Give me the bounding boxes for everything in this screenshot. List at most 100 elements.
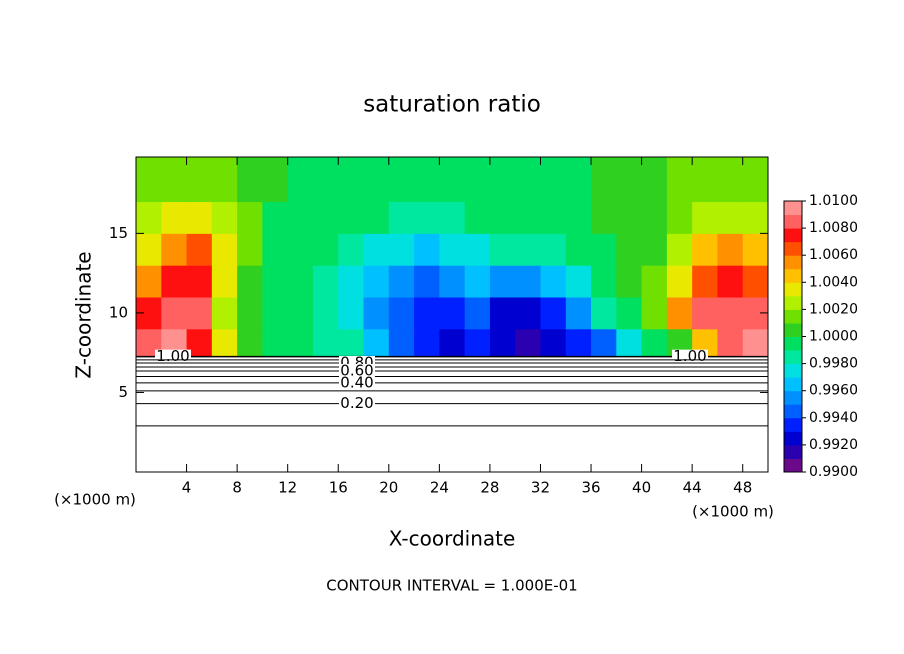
field-cell [591,201,617,234]
field-cell [717,328,744,358]
field-cell [363,201,390,234]
field-cell [439,297,466,330]
field-cell [742,265,769,298]
field-cell [262,157,289,203]
field-cell [464,297,491,330]
colorbar-tick-label: 1.0020 [809,301,858,317]
colorbar-tick-label: 1.0100 [809,193,858,209]
contour-label-bg [339,396,375,411]
colorbar-band [784,295,802,310]
field-cell [616,233,643,266]
field-cell [591,265,617,298]
field-cell [540,297,567,330]
field-cell [439,201,466,234]
x-tick-label: 8 [232,479,242,497]
field-cell [338,233,365,266]
plot-frame [135,156,769,473]
field-cell [616,265,643,298]
field-cell [312,157,339,203]
y-tick-label: 5 [118,383,128,401]
field-cell [616,157,643,203]
colorbar-band [784,363,802,378]
field-cell [439,265,466,298]
field-cell [540,233,567,266]
field-cell [211,328,238,358]
field-cell [565,328,592,358]
colorbar-band [784,431,802,446]
field-cell [540,201,567,234]
field-cell [666,265,693,298]
chart-title: saturation ratio [363,92,541,118]
colorbar-band [784,390,802,405]
field-cell [414,233,440,266]
field-cell [742,157,769,203]
field-cell [540,265,567,298]
field-cell [161,233,188,266]
field-cell [666,297,693,330]
field-cell [489,297,516,330]
field-cell [338,265,365,298]
field-cell [692,297,718,330]
field-cell [464,328,491,358]
field-cell [262,265,289,298]
field-cell [338,201,365,234]
x-tick-label: 24 [430,479,449,497]
field-cell [186,157,213,203]
field-cell [439,328,466,358]
field-cell [388,328,415,358]
field-cell [287,265,314,298]
field-cell [641,233,668,266]
field-cell [591,157,617,203]
field-cell [388,157,415,203]
field-cell [439,233,466,266]
field-cell [262,201,289,234]
field-cell [717,157,744,203]
contour-label: 0.20 [340,394,373,412]
field-cell [565,157,592,203]
field-cell [211,157,238,203]
field-cell [489,201,516,234]
colorbar-tick-label: 0.9920 [809,437,858,453]
field-cell [489,265,516,298]
x-axis-label: X-coordinate [389,527,516,551]
field-cell [742,328,769,358]
field-cell [692,233,718,266]
field-cell [161,265,188,298]
colorbar-band [784,268,802,283]
annotation: CONTOUR INTERVAL = 1.000E-01 [326,577,577,595]
field-cell [489,157,516,203]
y-tick-label: 10 [109,303,128,321]
x-tick-label: 4 [182,479,192,497]
colorbar-tick-label: 0.9960 [809,383,858,399]
colorbar-tick-label: 1.0040 [809,274,858,290]
colorbar-band [784,322,802,337]
y-tick-label: 15 [109,224,128,242]
field-cell [565,233,592,266]
colorbar-band [784,282,802,297]
contour-label: 1.00 [156,347,189,365]
field-cell [540,328,567,358]
colorbar-band [784,377,802,392]
field-cell [489,233,516,266]
contour-label: 0.40 [340,373,373,391]
colorbar-tick-label: 1.0060 [809,247,858,263]
x-tick-label: 44 [683,479,702,497]
field-cell [312,233,339,266]
field-cell [692,201,718,234]
colorbar-band [784,417,802,432]
field-cell [186,233,213,266]
field-cell [312,328,339,358]
field-cell [692,157,718,203]
field-cell [439,157,466,203]
field-cell [666,157,693,203]
contour-label: 0.60 [340,361,373,379]
field-cell [237,157,263,203]
x-tick-label: 20 [379,479,398,497]
field-cell [742,201,769,234]
field-cell [641,265,668,298]
field-cell [464,201,491,234]
field-cell [641,328,668,358]
contour-lines: 1.00 1.000.800.600.400.20 [136,347,768,427]
colorbar-tick-label: 0.9980 [809,356,858,372]
colorbar-band [784,444,802,459]
